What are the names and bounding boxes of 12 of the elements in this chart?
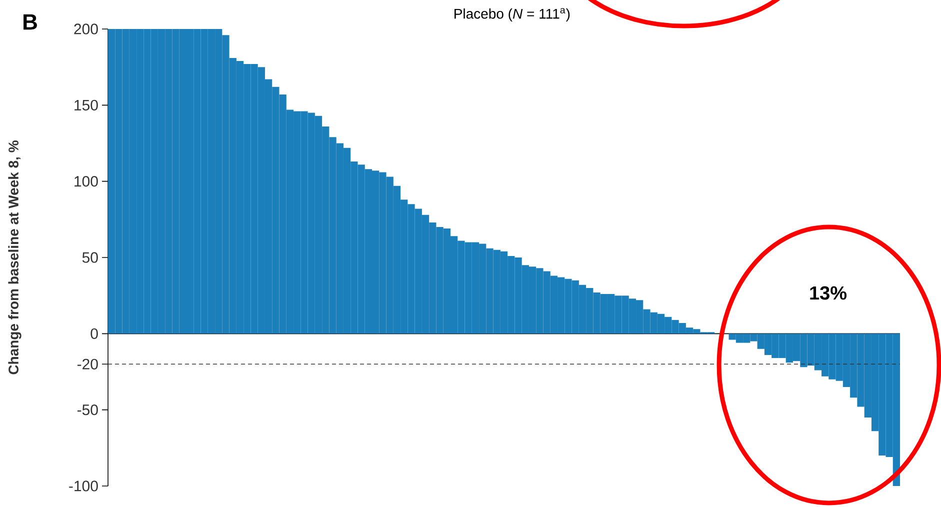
y-tick-label: 50 (82, 252, 98, 263)
text: B (24, 14, 37, 30)
y-tick-label: -20 (77, 358, 98, 370)
y-axis-title: Change from baseline at Week 8, % (8, 140, 22, 374)
annotation: 13% (810, 286, 847, 300)
y-tick-label: 0 (90, 328, 98, 339)
y-tick-label: 150 (74, 100, 98, 110)
y-tick-label: 100 (74, 176, 98, 187)
y-tick-label: -50 (77, 404, 98, 416)
y-tick-label: 200 (74, 24, 98, 34)
chart-title: Placebo (N = 111$^{a}$) (454, 8, 570, 22)
y-tick-label: -100 (69, 480, 98, 492)
